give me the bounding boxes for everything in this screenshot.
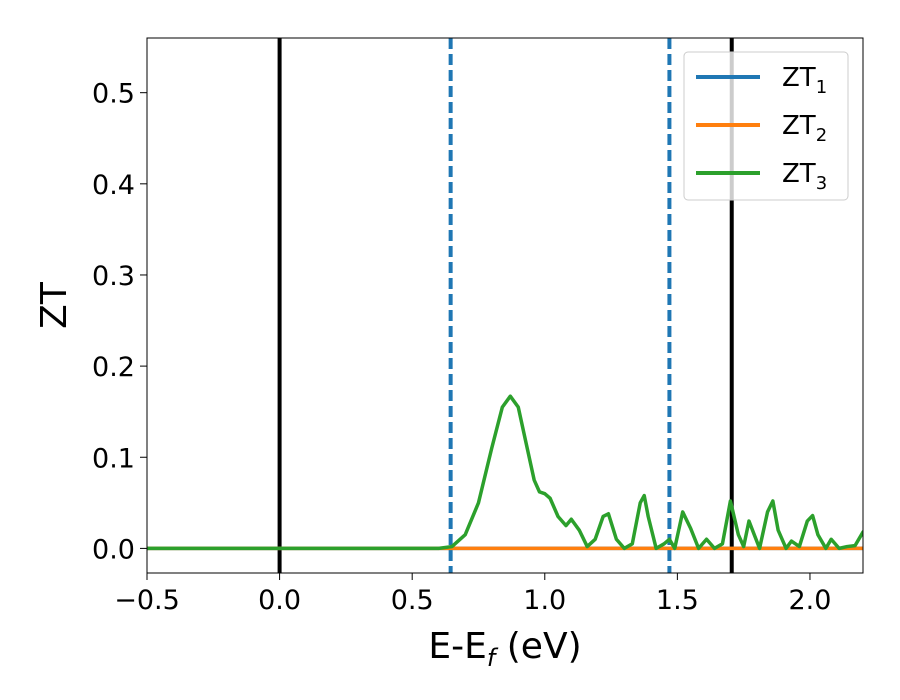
x-axis-label: E-Ef (eV): [428, 626, 581, 672]
x-tick-label: 0.5: [391, 585, 434, 616]
x-axis-ticks: −0.5 0.0 0.5 1.0 1.5 2.0: [114, 573, 831, 616]
y-tick-label: 0.2: [92, 352, 135, 383]
y-tick-label: 0.3: [92, 261, 135, 292]
legend-label-1: ZT1: [782, 63, 827, 98]
y-axis-label: ZT: [34, 281, 75, 329]
x-tick-label: −0.5: [114, 585, 180, 616]
series-layer: [147, 394, 863, 551]
legend-label-2: ZT2: [782, 111, 827, 146]
series-line-3: [147, 394, 863, 551]
y-tick-label: 0.4: [92, 170, 135, 201]
x-tick-label: 1.5: [656, 585, 699, 616]
axes-frame: [146, 37, 864, 574]
legend-box: [683, 51, 849, 201]
y-axis-ticks: 0.0 0.1 0.2 0.3 0.4 0.5: [92, 79, 147, 565]
x-tick-label: 2.0: [788, 585, 831, 616]
y-tick-label: 0.1: [92, 443, 135, 474]
x-tick-label: 0.0: [258, 585, 301, 616]
y-tick-label: 0.5: [92, 79, 135, 110]
y-tick-label: 0.0: [92, 534, 135, 565]
legend: ZT1 ZT2 ZT3: [683, 51, 849, 201]
x-tick-label: 1.0: [523, 585, 566, 616]
legend-label-3: ZT3: [782, 159, 827, 194]
